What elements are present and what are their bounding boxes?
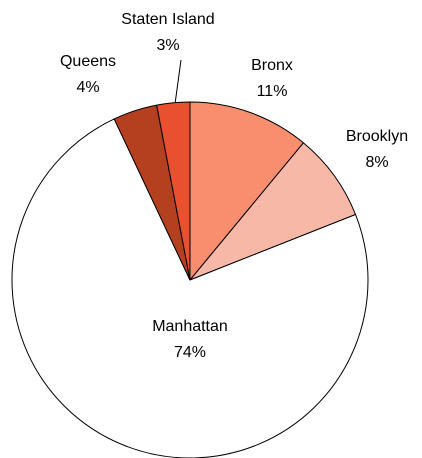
pie-slice bbox=[156, 101, 191, 281]
value-label: 4% bbox=[76, 79, 99, 96]
pie-slice bbox=[189, 101, 305, 282]
value-label: 11% bbox=[257, 83, 288, 100]
pie-slice bbox=[189, 142, 357, 281]
slice-label: Queens bbox=[60, 53, 116, 70]
slice-label: Brooklyn bbox=[346, 128, 408, 145]
slice-label: Staten Island bbox=[121, 11, 214, 28]
value-label: 8% bbox=[365, 154, 388, 171]
slice-label: Manhattan bbox=[152, 318, 228, 335]
value-label: 3% bbox=[156, 37, 179, 54]
value-label: 74% bbox=[174, 344, 206, 361]
slice-label: Bronx bbox=[251, 57, 293, 74]
pie-slice bbox=[11, 118, 369, 458]
leader-line bbox=[174, 59, 182, 105]
